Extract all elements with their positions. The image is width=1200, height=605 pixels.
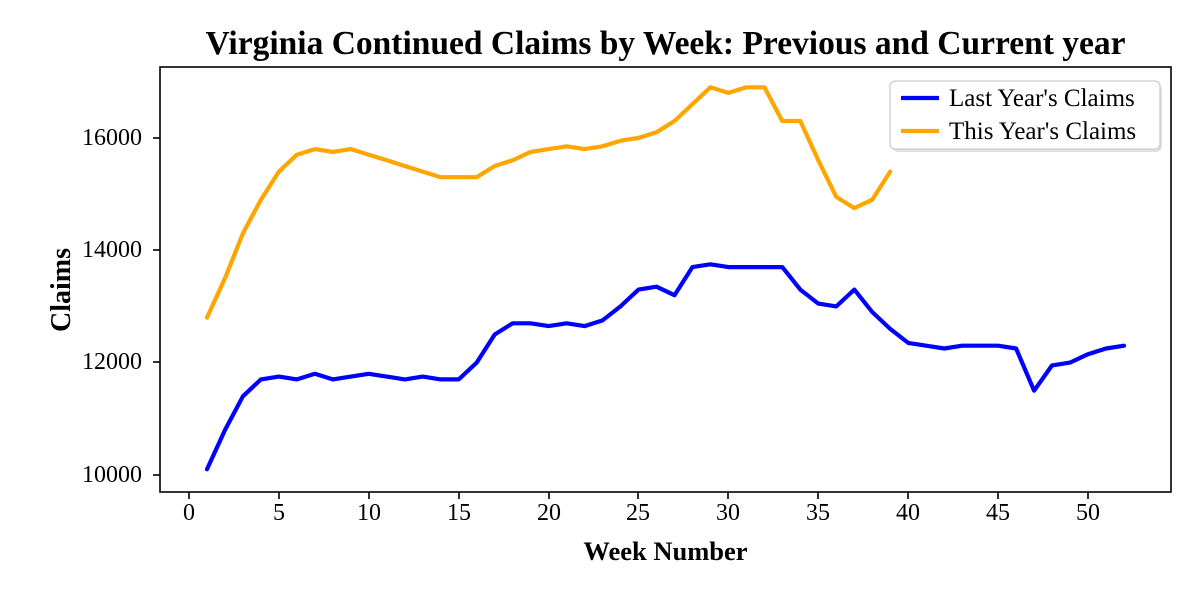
svg-text:12000: 12000 bbox=[82, 349, 142, 375]
svg-text:20: 20 bbox=[537, 500, 561, 526]
svg-text:15: 15 bbox=[447, 500, 471, 526]
svg-text:45: 45 bbox=[986, 500, 1010, 526]
svg-text:35: 35 bbox=[806, 500, 830, 526]
svg-text:40: 40 bbox=[896, 500, 920, 526]
svg-text:16000: 16000 bbox=[82, 125, 142, 151]
svg-text:Last Year's Claims: Last Year's Claims bbox=[949, 85, 1135, 112]
svg-text:10000: 10000 bbox=[82, 462, 142, 488]
svg-text:Claims: Claims bbox=[46, 248, 77, 332]
svg-text:5: 5 bbox=[273, 500, 285, 526]
svg-text:This Year's Claims: This Year's Claims bbox=[949, 118, 1136, 145]
svg-text:25: 25 bbox=[626, 500, 650, 526]
svg-text:14000: 14000 bbox=[82, 237, 142, 263]
svg-text:10: 10 bbox=[357, 500, 381, 526]
svg-text:30: 30 bbox=[716, 500, 740, 526]
svg-text:0: 0 bbox=[183, 500, 195, 526]
svg-text:50: 50 bbox=[1076, 500, 1100, 526]
